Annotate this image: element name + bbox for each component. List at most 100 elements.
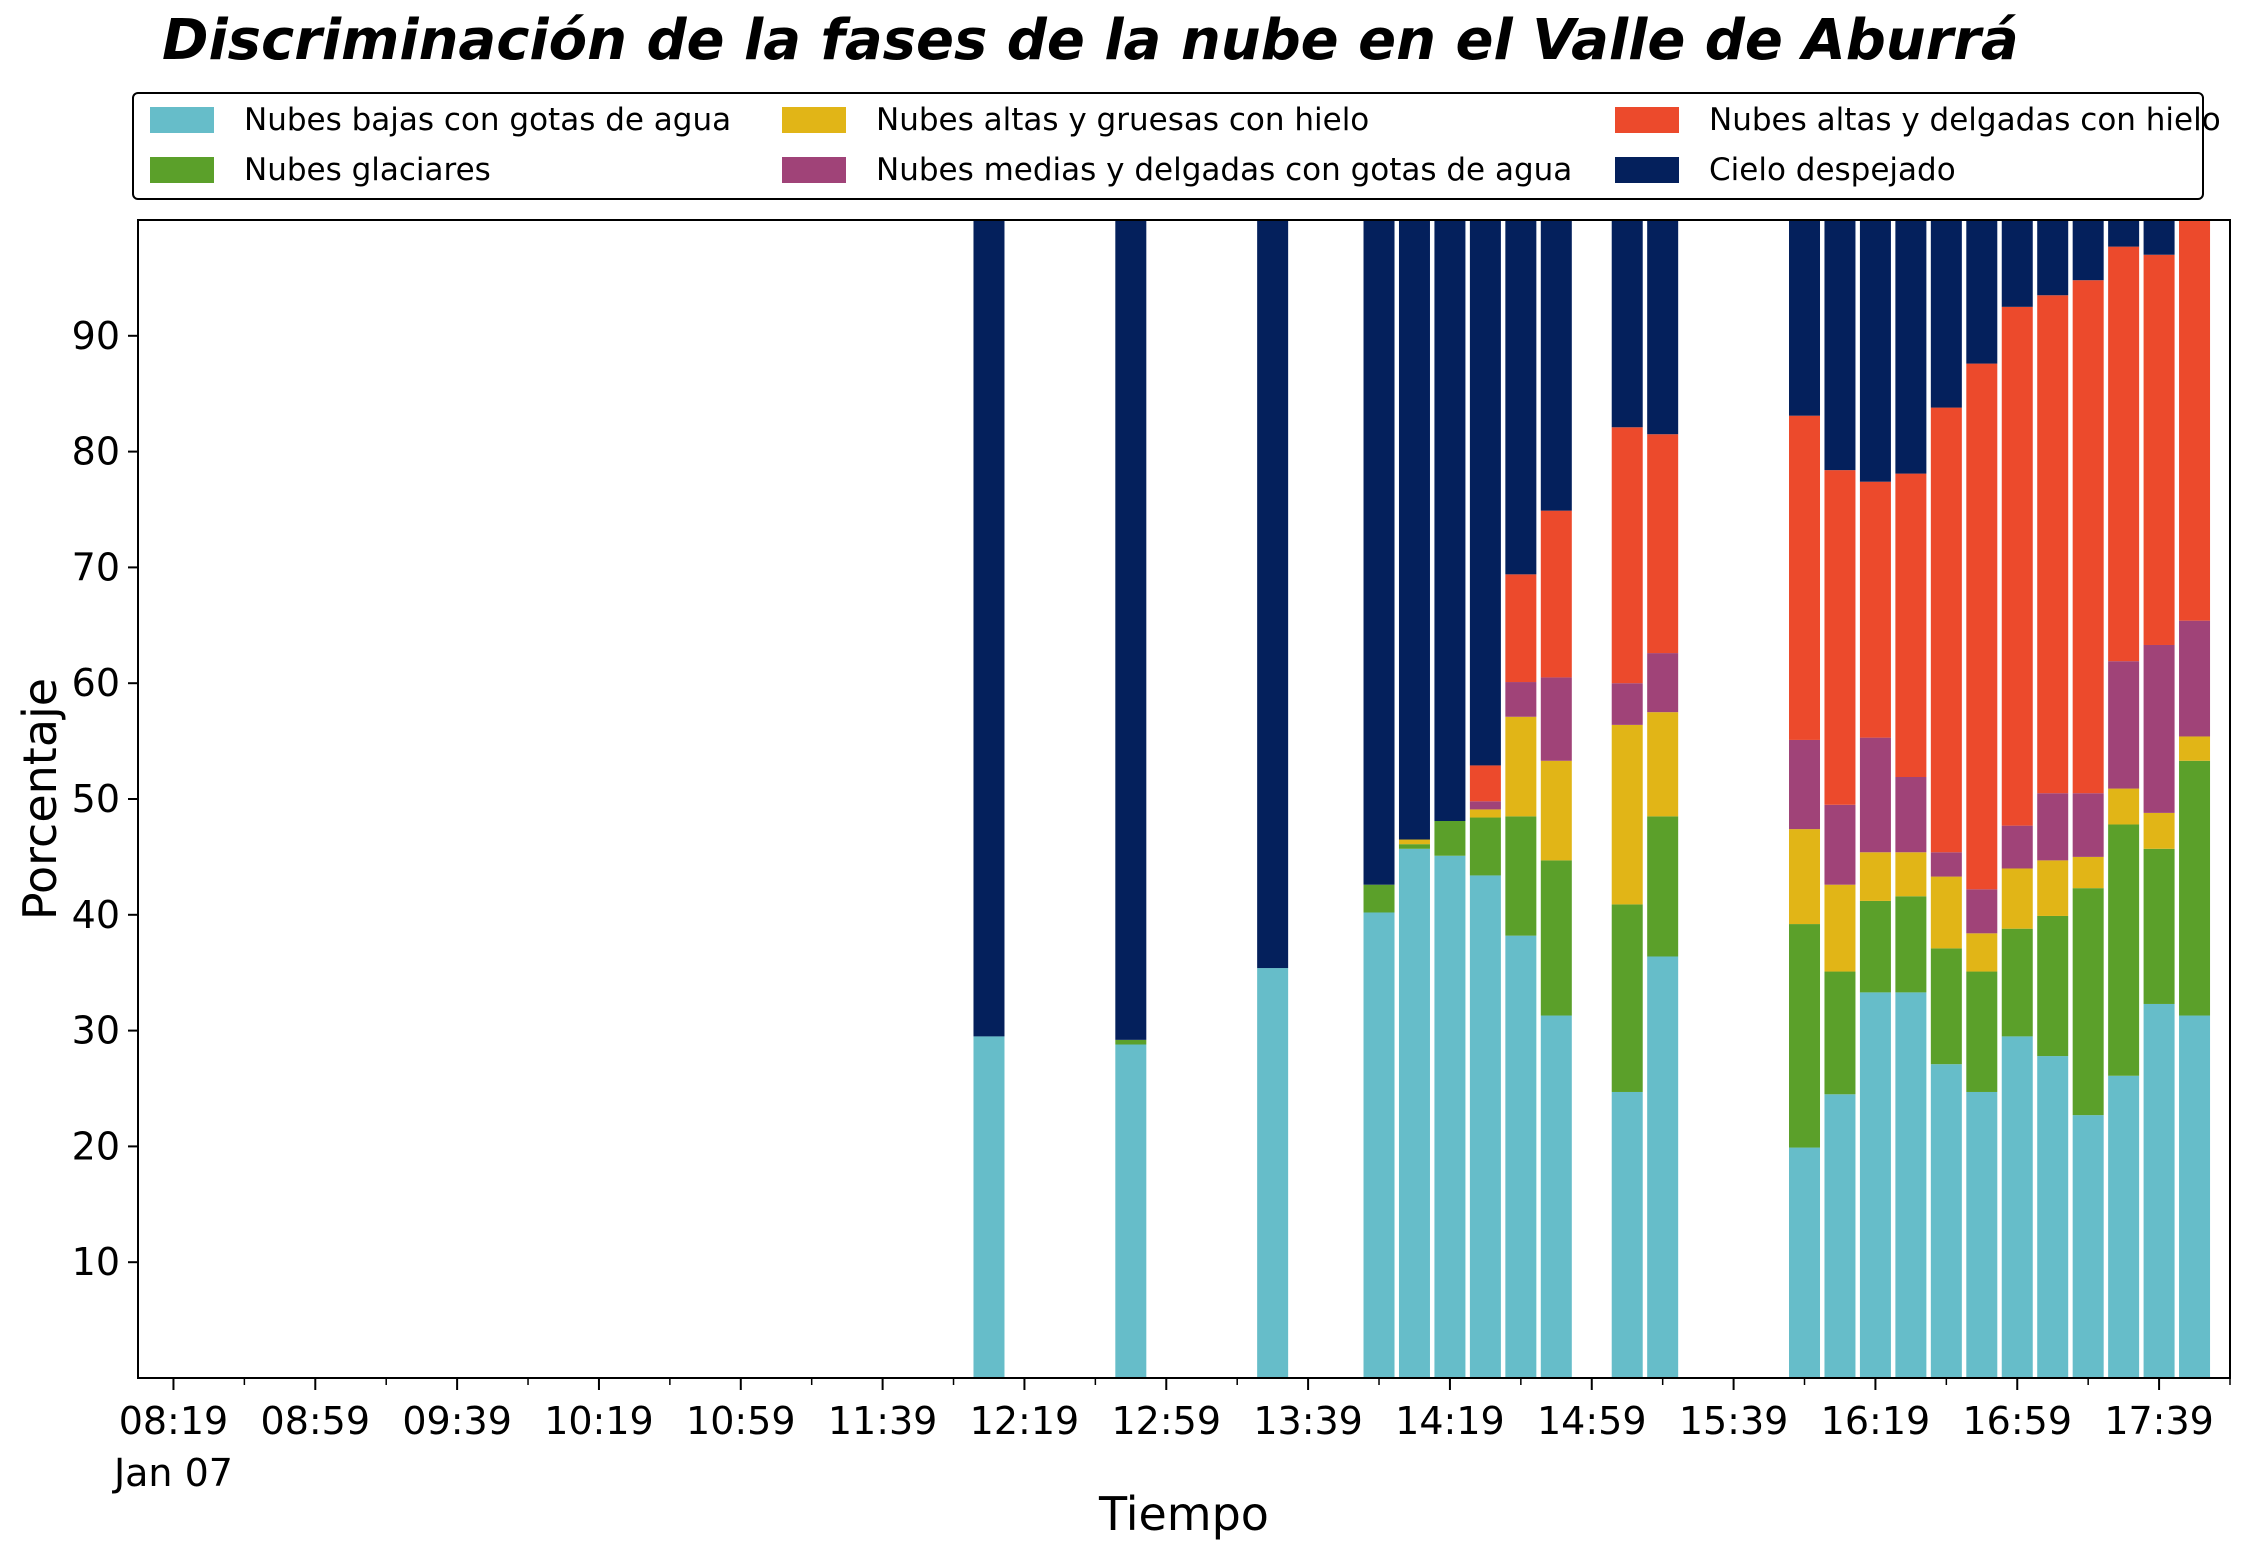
bar-segment bbox=[1469, 875, 1501, 1378]
bar-segment bbox=[1930, 1064, 1962, 1378]
legend-label: Nubes medias y delgadas con gotas de agu… bbox=[876, 152, 1573, 188]
bar-segment bbox=[1859, 481, 1891, 738]
bar-segment bbox=[1789, 220, 1821, 416]
bar-segment bbox=[1611, 427, 1643, 684]
bar-segment bbox=[1611, 724, 1643, 905]
bar-segment bbox=[2001, 928, 2033, 1037]
bar-segment bbox=[2072, 220, 2104, 281]
bar-segment bbox=[1966, 363, 1998, 890]
y-tick-label: 20 bbox=[72, 1124, 120, 1168]
bar-segment bbox=[1469, 809, 1501, 818]
x-tick-label: 17:39 bbox=[2104, 1399, 2214, 1443]
bar-segment bbox=[1789, 1147, 1821, 1378]
bar-segment bbox=[2143, 644, 2175, 813]
bar-segment bbox=[2037, 793, 2069, 861]
bar-segment bbox=[2001, 825, 2033, 869]
bar-segment bbox=[1647, 653, 1679, 713]
bar-segment bbox=[2179, 220, 2211, 621]
bar-segment bbox=[2072, 793, 2104, 857]
x-tick-label: 08:59 bbox=[261, 1399, 371, 1443]
bar-segment bbox=[2143, 254, 2175, 645]
bar-segment bbox=[1505, 816, 1537, 936]
legend-swatch bbox=[150, 157, 214, 183]
bar-segment bbox=[1469, 220, 1501, 766]
bar-segment bbox=[1505, 935, 1537, 1378]
x-tick-label: 14:59 bbox=[1537, 1399, 1647, 1443]
bar-segment bbox=[1930, 948, 1962, 1065]
bar-segment bbox=[1647, 434, 1679, 654]
legend-label: Nubes bajas con gotas de agua bbox=[244, 102, 732, 138]
bar-segment bbox=[2143, 812, 2175, 849]
bar-segment bbox=[2179, 760, 2211, 1016]
legend-swatch bbox=[782, 107, 846, 133]
bar-segment bbox=[1505, 716, 1537, 817]
bar-segment bbox=[1966, 971, 1998, 1092]
x-tick-label: 12:59 bbox=[1112, 1399, 1222, 1443]
y-tick-label: 40 bbox=[72, 893, 120, 937]
bar-segment bbox=[2108, 220, 2140, 247]
bar-segment bbox=[1859, 220, 1891, 482]
bar-segment bbox=[2108, 246, 2140, 662]
legend-label: Nubes altas y delgadas con hielo bbox=[1709, 102, 2221, 138]
bar-segment bbox=[2037, 915, 2069, 1057]
bar-segment bbox=[2037, 220, 2069, 296]
bar-segment bbox=[1434, 220, 1466, 822]
bar-segment bbox=[2072, 1115, 2104, 1378]
bar-segment bbox=[1895, 852, 1927, 897]
legend-item: Nubes medias y delgadas con gotas de agu… bbox=[782, 150, 1572, 190]
bar-segment bbox=[1398, 848, 1430, 1378]
bar-segment bbox=[1505, 682, 1537, 717]
x-axis-title: Tiempo bbox=[1098, 1487, 1269, 1541]
bar-segment bbox=[2072, 280, 2104, 794]
bar-segment bbox=[1824, 1094, 1856, 1378]
x-date-label: Jan 07 bbox=[112, 1451, 233, 1495]
x-tick-label: 10:19 bbox=[544, 1399, 654, 1443]
bar-segment bbox=[2143, 1003, 2175, 1378]
bar-segment bbox=[1789, 739, 1821, 830]
bar-segment bbox=[1611, 1091, 1643, 1378]
bar-segment bbox=[2037, 1056, 2069, 1378]
bar-segment bbox=[1930, 407, 1962, 853]
bar-segment bbox=[2179, 736, 2211, 761]
bar-segment bbox=[1363, 884, 1395, 913]
bar-segment bbox=[1540, 510, 1572, 678]
bar-segment bbox=[1434, 821, 1466, 856]
bar-segment bbox=[1611, 904, 1643, 1092]
y-tick-label: 10 bbox=[72, 1240, 120, 1284]
bar-segment bbox=[2001, 306, 2033, 826]
bar-segment bbox=[1647, 816, 1679, 957]
x-tick-label: 16:19 bbox=[1821, 1399, 1931, 1443]
bar-segment bbox=[1505, 574, 1537, 683]
bar-segment bbox=[1398, 844, 1430, 849]
bar-segment bbox=[1895, 220, 1927, 474]
bar-segment bbox=[2001, 1036, 2033, 1378]
bar-segment bbox=[2001, 868, 2033, 929]
bar-segment bbox=[1469, 801, 1501, 810]
bar-segment bbox=[1469, 817, 1501, 876]
legend-label: Nubes altas y gruesas con hielo bbox=[876, 102, 1370, 138]
bar-segment bbox=[1540, 220, 1572, 511]
bar-segment bbox=[1540, 1015, 1572, 1378]
bar-segment bbox=[2108, 661, 2140, 789]
bar-segment bbox=[1398, 839, 1430, 845]
bar-segment bbox=[1540, 760, 1572, 861]
bar-segment bbox=[1115, 220, 1147, 1040]
bar-segment bbox=[1895, 992, 1927, 1378]
y-tick-label: 30 bbox=[72, 1009, 120, 1053]
bar-segment bbox=[2143, 848, 2175, 1004]
bar-segment bbox=[1257, 220, 1289, 969]
bar-segment bbox=[1434, 855, 1466, 1378]
bar-segment bbox=[1505, 220, 1537, 575]
x-tick-label: 09:39 bbox=[402, 1399, 512, 1443]
legend: Nubes bajas con gotas de agua Nubes glaci… bbox=[132, 92, 2221, 200]
bar-segment bbox=[1363, 220, 1395, 885]
bar-segment bbox=[1611, 220, 1643, 428]
bar-segment bbox=[1859, 992, 1891, 1378]
x-tick-label: 11:39 bbox=[828, 1399, 938, 1443]
y-tick-label: 60 bbox=[72, 661, 120, 705]
bar-segment bbox=[2072, 856, 2104, 889]
bar-segment bbox=[2179, 1015, 2211, 1378]
bar-segment bbox=[1611, 683, 1643, 725]
legend-swatch bbox=[1615, 157, 1679, 183]
bar-segment bbox=[2072, 888, 2104, 1116]
